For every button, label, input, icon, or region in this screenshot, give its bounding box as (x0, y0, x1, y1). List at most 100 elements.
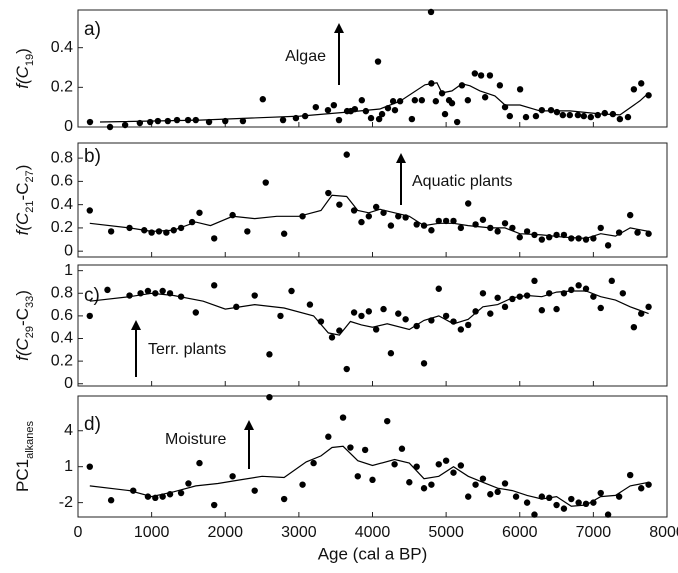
y-axis-label-part: ) (13, 165, 32, 171)
data-point (398, 445, 406, 452)
data-point (496, 82, 504, 89)
data-point (347, 444, 354, 451)
y-axis-label-part: 29 (24, 326, 36, 338)
y-tick-label: 1 (64, 262, 73, 279)
data-point (387, 350, 395, 357)
data-point (365, 308, 373, 315)
data-point (626, 471, 634, 479)
data-point (615, 229, 623, 236)
panel-label: b) (84, 146, 101, 167)
y-axis-label-part: f(C (13, 212, 32, 235)
data-point (126, 292, 133, 299)
data-point (516, 234, 523, 241)
data-point (354, 473, 361, 480)
data-point (406, 479, 413, 486)
data-point (391, 461, 398, 468)
trend-line (89, 445, 649, 507)
y-tick-label: 0 (64, 118, 73, 135)
data-point (86, 463, 93, 470)
data-point (575, 499, 582, 506)
y-axis-label: f(C21-C27) (13, 165, 35, 236)
data-point (266, 393, 273, 401)
data-point (494, 488, 501, 496)
data-point (418, 97, 426, 104)
data-point (494, 228, 501, 235)
y-tick-label: 0.2 (51, 219, 73, 236)
data-point (638, 80, 645, 87)
data-point (479, 475, 487, 482)
y-axis-label: f(C19) (13, 48, 35, 89)
data-point (450, 469, 457, 476)
data-point (486, 72, 494, 79)
y-tick-label: -2 (59, 494, 73, 511)
data-point (553, 305, 560, 313)
data-point (358, 218, 365, 226)
data-point (280, 230, 288, 237)
data-point (362, 107, 370, 115)
data-point (196, 209, 203, 216)
data-point (553, 108, 561, 116)
y-tick-label: 0.6 (51, 173, 73, 190)
data-point (457, 224, 465, 232)
data-point (582, 285, 590, 292)
data-point (457, 462, 465, 469)
data-point (559, 111, 567, 119)
annotation: Moisture (165, 431, 226, 448)
data-point (532, 112, 540, 120)
data-point (509, 224, 516, 232)
data-point (457, 326, 465, 333)
data-point (391, 106, 399, 114)
data-point (442, 312, 450, 320)
data-point (435, 461, 442, 468)
data-point (428, 481, 435, 488)
y-tick-label: 0 (64, 242, 73, 259)
data-point (380, 209, 387, 216)
data-point (86, 312, 93, 320)
data-point (477, 72, 485, 79)
data-point (367, 114, 375, 122)
data-point (501, 480, 509, 487)
data-point (211, 235, 218, 242)
data-point (336, 327, 343, 334)
data-point (450, 217, 457, 225)
data-point (121, 121, 129, 129)
data-point (229, 473, 236, 480)
trend-line (99, 82, 650, 123)
y-axis-label-part: -C (13, 183, 32, 201)
data-point (494, 294, 501, 301)
data-point (465, 321, 472, 329)
y-axis-label: f(C29-C33) (13, 290, 35, 361)
data-point (387, 222, 395, 229)
y-tick-label: 4 (64, 422, 73, 439)
data-point (350, 309, 358, 316)
data-point (522, 113, 530, 121)
data-point (384, 417, 391, 425)
x-axis-label: Age (cal a BP) (318, 544, 428, 563)
data-point (325, 189, 332, 197)
data-point (619, 290, 627, 297)
data-point (604, 242, 612, 249)
y-axis-label-part: 21 (24, 200, 36, 212)
data-point (566, 111, 574, 119)
data-point (378, 110, 386, 118)
data-point (538, 236, 546, 243)
data-point (420, 360, 428, 367)
data-point (630, 86, 638, 93)
data-point (512, 493, 520, 500)
data-point (580, 112, 588, 120)
data-point (413, 463, 420, 470)
y-tick-label: 0 (64, 375, 73, 392)
data-point (553, 501, 560, 509)
trend-line (89, 290, 649, 336)
data-point (608, 277, 615, 285)
data-point (339, 414, 347, 421)
data-point (634, 229, 641, 236)
data-point (531, 511, 538, 518)
data-point (568, 495, 575, 503)
data-point (472, 308, 479, 315)
annotation: Algae (285, 48, 326, 65)
data-point (259, 96, 266, 103)
data-point (358, 312, 365, 320)
y-tick-label: 0.6 (51, 307, 73, 324)
